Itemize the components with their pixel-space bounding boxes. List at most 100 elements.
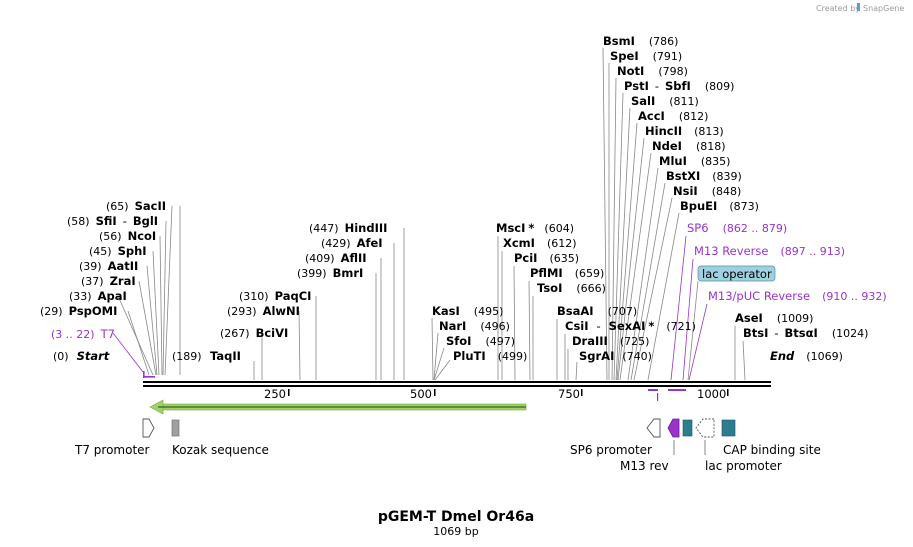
feature-glyphs — [142, 418, 736, 455]
site-labels: (3 .. 22) T7 (33) ApaI (29) PspOMI (37) ZraI… — [40, 34, 887, 363]
leader-line — [616, 122, 638, 381]
feature-sp6-promoter: SP6 promoter — [570, 443, 652, 457]
leader-line — [619, 152, 652, 381]
t7-primer-tick — [143, 371, 145, 378]
tick-500 — [434, 389, 436, 396]
leader-line — [164, 205, 173, 376]
site-bstxi: BstXI (839) — [666, 169, 742, 183]
leader-line — [627, 167, 659, 381]
site-t7: (3 .. 22) T7 — [51, 327, 115, 341]
tick-label-500: 500 — [410, 387, 432, 401]
tick-label-750: 750 — [558, 387, 580, 401]
site-sacii: (65) SacII — [106, 199, 166, 213]
leader-line — [513, 265, 516, 381]
site-pflmi: PflMI (659) — [530, 266, 604, 280]
sequence-end: End (1069) — [770, 349, 843, 363]
site-paqci: (310) PaqCI — [239, 289, 311, 303]
backbone — [143, 371, 771, 401]
site-acci: AccI (812) — [638, 109, 708, 123]
tick-label-1000: 1000 — [697, 387, 726, 401]
ruler: 250 500 750 1000 — [264, 387, 729, 401]
lac-operator-box — [697, 265, 776, 282]
site-leader-lines — [112, 47, 746, 381]
site-zrai: (37) ZraI — [81, 274, 136, 288]
tick-1000 — [727, 389, 729, 396]
site-bsaai: BsaAI (707) — [557, 304, 637, 318]
tick-250 — [288, 389, 290, 396]
site-aatii: (39) AatII — [79, 259, 138, 273]
feature-m13-rev: M13 rev — [620, 459, 669, 473]
leader-line — [528, 280, 531, 381]
site-msci: MscI * (604) — [496, 221, 574, 235]
insert-orf-arrow — [149, 399, 527, 415]
site-bsmi: BsmI (786) — [603, 34, 678, 48]
leader-line — [127, 310, 150, 376]
feature-lac-promoter: lac promoter — [705, 459, 782, 473]
kozak-glyph — [171, 419, 180, 437]
site-mlui: MluI (835) — [659, 154, 730, 168]
t7-promoter-glyph — [142, 418, 155, 438]
site-xcmi: XcmI (612) — [503, 236, 577, 250]
leader-line — [613, 92, 624, 381]
site-bmri: (399) BmrI — [297, 266, 363, 280]
watermark-text: Created by — [816, 4, 860, 13]
site-apai: (33) ApaI — [69, 289, 127, 303]
m13-primer-bar — [668, 389, 686, 391]
site-csii-sexai: CsiI - SexAI * (721) — [565, 319, 696, 333]
site-alwni: (293) AlwNI — [227, 304, 300, 318]
site-sp6-primer: SP6 (862 .. 879) — [687, 221, 787, 235]
m13-rev-glyph — [667, 418, 680, 438]
site-taqii: TaqII — [210, 349, 241, 363]
leader-line — [298, 310, 301, 381]
site-bpuei: BpuEI (873) — [680, 199, 759, 213]
leader-line — [112, 332, 144, 373]
feature-t7-promoter: T7 promoter — [74, 443, 150, 457]
leader-line — [687, 280, 699, 381]
site-asei: AseI (1009) — [735, 311, 813, 325]
site-bcivi: (267) BciVI — [220, 326, 288, 340]
leader-line — [146, 265, 158, 376]
site-sfoi: SfoI (497) — [446, 334, 515, 348]
leader-line — [159, 235, 163, 376]
leader-line — [633, 197, 673, 381]
site-nsii: NsiI (848) — [673, 184, 741, 198]
leader-line — [575, 361, 578, 381]
feature-cap-site: CAP binding site — [723, 443, 821, 457]
site-sgrai: SgrAI (740) — [579, 349, 652, 363]
leader-line — [431, 317, 434, 381]
sequence-start: (0) Start — [53, 349, 110, 363]
map-title: pGEM-T Dmel Or46a — [378, 509, 534, 525]
site-tsoi: TsoI (666) — [537, 281, 606, 295]
leader-line — [433, 347, 445, 381]
site-aflii: (409) AflII — [305, 251, 367, 265]
leader-line — [630, 182, 666, 381]
lac-promoter-glyph — [695, 418, 715, 438]
leader-line — [117, 295, 154, 376]
site-sali: SalI (811) — [631, 94, 699, 108]
feature-kozak: Kozak sequence — [172, 443, 269, 457]
leader-line — [602, 47, 608, 381]
site-m13-reverse: M13 Reverse (897 .. 913) — [694, 244, 845, 258]
site-pcii: PciI (635) — [514, 251, 579, 265]
leader-line — [682, 258, 694, 381]
site-ncoi: (56) NcoI — [99, 229, 156, 243]
tick-750 — [581, 389, 583, 396]
sp6-primer-bar — [648, 389, 658, 391]
site-noti: NotI (798) — [617, 64, 688, 78]
site-ndei: NdeI (818) — [652, 139, 726, 153]
leader-line — [162, 220, 167, 376]
snapgene-logo: SnapGene — [857, 3, 904, 13]
leader-line — [688, 303, 708, 381]
site-sfii-bgli: (58) SfiI - BglI — [67, 214, 158, 228]
t7-primer-bar — [143, 376, 155, 378]
leader-line — [670, 235, 687, 381]
site-spei: SpeI (791) — [610, 49, 682, 63]
leader-line — [615, 107, 631, 381]
leader-line — [138, 280, 157, 376]
site-btsi: BtsI - BtsαI (1024) — [743, 326, 868, 340]
snapgene-brand: SnapGene — [863, 4, 904, 13]
leader-line — [152, 250, 160, 376]
tick-label-250: 250 — [264, 387, 286, 401]
site-kasi: KasI (495) — [432, 304, 503, 318]
site-pluti: PluTI (499) — [453, 349, 527, 363]
